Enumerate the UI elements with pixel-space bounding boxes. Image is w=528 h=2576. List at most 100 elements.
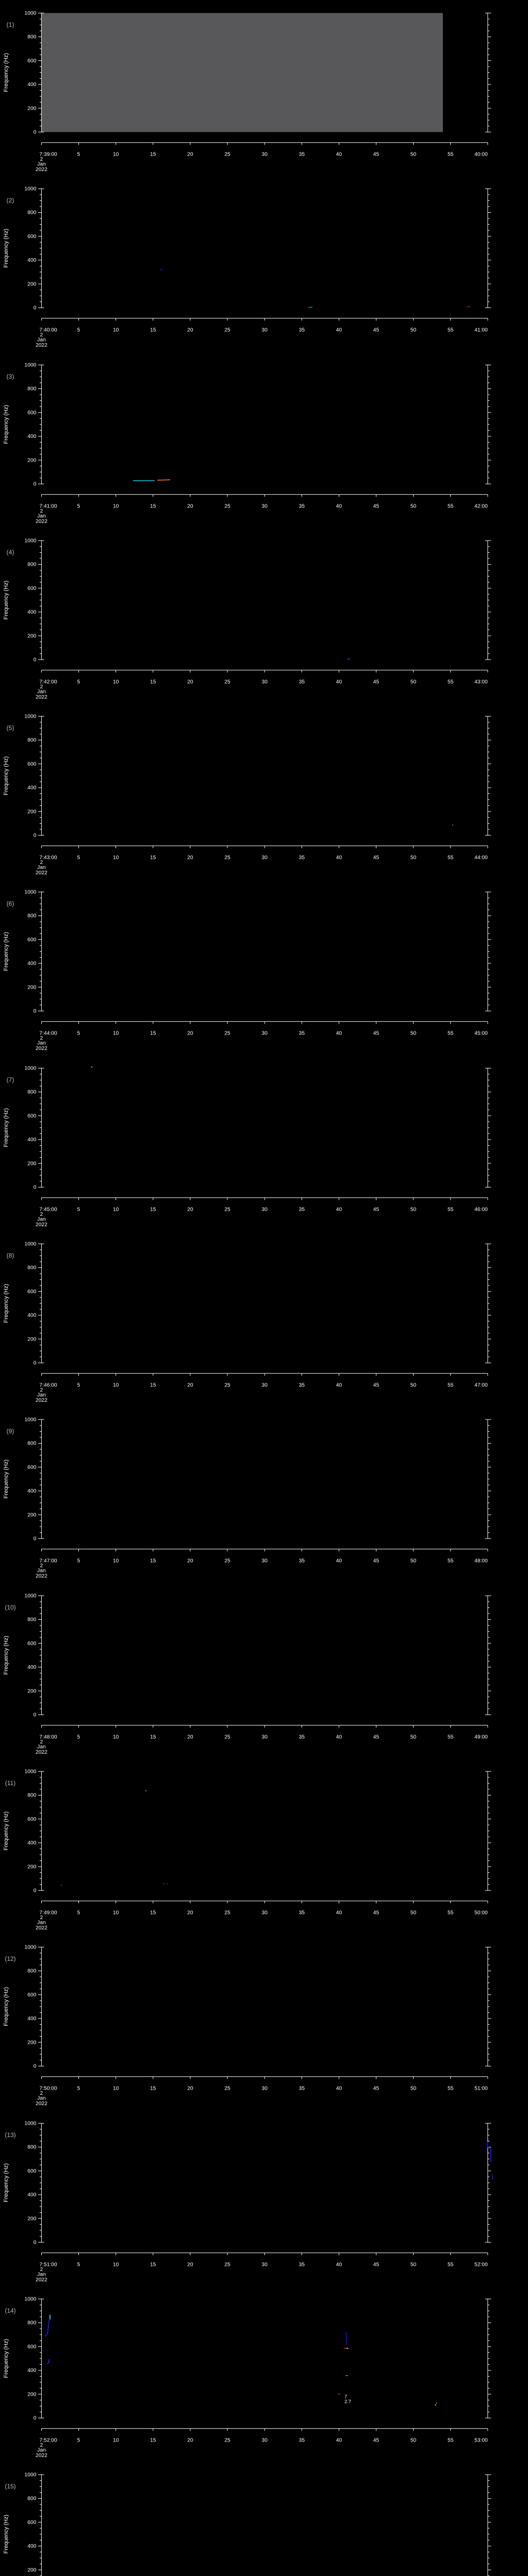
svg-text:42:00: 42:00 — [474, 503, 488, 509]
svg-text:40: 40 — [336, 1207, 342, 1212]
svg-text:35: 35 — [299, 1207, 305, 1212]
svg-text:0: 0 — [34, 1184, 37, 1190]
svg-text:800: 800 — [27, 386, 36, 392]
svg-text:0: 0 — [34, 2064, 37, 2070]
svg-text:35: 35 — [299, 2437, 305, 2443]
svg-text:45: 45 — [373, 2262, 380, 2267]
svg-text:25: 25 — [224, 1558, 230, 1564]
svg-text:10: 10 — [113, 2086, 119, 2092]
svg-text:20: 20 — [187, 2437, 193, 2443]
svg-text:1000: 1000 — [25, 1242, 37, 1247]
svg-text:0: 0 — [34, 833, 37, 839]
svg-text:15: 15 — [150, 2086, 156, 2092]
svg-text:40: 40 — [336, 151, 342, 157]
svg-text:0: 0 — [34, 481, 37, 487]
svg-text:10: 10 — [113, 2262, 119, 2267]
svg-text:20: 20 — [187, 1207, 193, 1212]
svg-text:(14): (14) — [5, 2307, 15, 2314]
svg-text:800: 800 — [27, 35, 36, 40]
svg-text:25: 25 — [224, 2437, 230, 2443]
svg-text:45:00: 45:00 — [474, 1031, 488, 1037]
svg-text:20: 20 — [187, 503, 193, 509]
svg-text:10: 10 — [113, 151, 119, 157]
svg-text:50: 50 — [410, 2262, 417, 2267]
svg-text:200: 200 — [27, 106, 36, 111]
svg-text:5: 5 — [77, 2086, 80, 2092]
svg-text:55: 55 — [448, 1031, 454, 1037]
svg-text:5: 5 — [77, 855, 80, 861]
svg-text:400: 400 — [27, 1137, 36, 1143]
svg-text:10: 10 — [113, 2437, 119, 2443]
svg-text:Frequency (Hz): Frequency (Hz) — [3, 1284, 9, 1323]
svg-text:(9): (9) — [7, 1428, 14, 1435]
svg-text:Frequency (Hz): Frequency (Hz) — [3, 1460, 9, 1499]
svg-text:35: 35 — [299, 1910, 305, 1916]
svg-text:400: 400 — [27, 2192, 36, 2198]
svg-text:600: 600 — [27, 2344, 36, 2350]
svg-text:40: 40 — [336, 2437, 342, 2443]
svg-text:600: 600 — [27, 1992, 36, 1998]
svg-text:1000: 1000 — [25, 2472, 37, 2478]
svg-text:55: 55 — [448, 328, 454, 333]
svg-text:(2): (2) — [7, 197, 14, 204]
svg-text:2022: 2022 — [36, 1925, 47, 1931]
svg-text:10: 10 — [113, 1734, 119, 1740]
svg-text:0: 0 — [34, 1712, 37, 1718]
svg-text:2022: 2022 — [36, 1750, 47, 1755]
svg-text:200: 200 — [27, 1336, 36, 1342]
svg-text:400: 400 — [27, 82, 36, 88]
svg-text:55: 55 — [448, 1734, 454, 1740]
svg-text:15: 15 — [150, 1734, 156, 1740]
svg-text:Jan: Jan — [37, 1041, 46, 1046]
svg-text:400: 400 — [27, 1840, 36, 1846]
svg-text:45: 45 — [373, 328, 380, 333]
svg-text:30: 30 — [261, 2437, 268, 2443]
svg-text:45: 45 — [373, 1383, 380, 1388]
svg-text:200: 200 — [27, 1161, 36, 1166]
svg-text:(6): (6) — [7, 900, 14, 907]
svg-text:400: 400 — [27, 1313, 36, 1318]
svg-text:5: 5 — [77, 679, 80, 685]
svg-text:2022: 2022 — [36, 519, 47, 524]
svg-text:800: 800 — [27, 1969, 36, 1974]
svg-text:35: 35 — [299, 1734, 305, 1740]
svg-text:800: 800 — [27, 1089, 36, 1095]
svg-text:55: 55 — [448, 1383, 454, 1388]
svg-text:35: 35 — [299, 503, 305, 509]
svg-text:40: 40 — [336, 1734, 342, 1740]
svg-text:40: 40 — [336, 2086, 342, 2092]
svg-text:(1): (1) — [7, 21, 14, 28]
svg-text:200: 200 — [27, 1864, 36, 1870]
svg-text:45: 45 — [373, 503, 380, 509]
svg-text:55: 55 — [448, 1207, 454, 1212]
svg-text:48:00: 48:00 — [474, 1558, 488, 1564]
svg-text:800: 800 — [27, 1617, 36, 1622]
svg-text:45: 45 — [373, 1910, 380, 1916]
svg-text:400: 400 — [27, 609, 36, 615]
svg-text:55: 55 — [448, 855, 454, 861]
svg-text:1000: 1000 — [25, 187, 37, 192]
svg-text:45: 45 — [373, 2086, 380, 2092]
svg-text:30: 30 — [261, 1207, 268, 1212]
svg-text:600: 600 — [27, 410, 36, 415]
svg-text:50:00: 50:00 — [474, 1910, 488, 1916]
svg-text:600: 600 — [27, 2520, 36, 2526]
svg-text:30: 30 — [261, 151, 268, 157]
svg-text:800: 800 — [27, 2320, 36, 2326]
svg-text:15: 15 — [150, 503, 156, 509]
svg-text:5: 5 — [77, 503, 80, 509]
svg-text:35: 35 — [299, 151, 305, 157]
svg-text:40: 40 — [336, 1031, 342, 1037]
svg-text:40: 40 — [336, 2262, 342, 2267]
svg-text:50: 50 — [410, 503, 417, 509]
svg-text:35: 35 — [299, 2086, 305, 2092]
svg-text:15: 15 — [150, 1910, 156, 1916]
svg-text:2022: 2022 — [36, 870, 47, 876]
svg-text:5: 5 — [77, 1383, 80, 1388]
svg-text:0: 0 — [34, 1361, 37, 1366]
svg-text:35: 35 — [299, 328, 305, 333]
svg-text:800: 800 — [27, 210, 36, 216]
svg-text:200: 200 — [27, 1513, 36, 1518]
svg-text:30: 30 — [261, 328, 268, 333]
svg-text:2022: 2022 — [36, 2277, 47, 2283]
